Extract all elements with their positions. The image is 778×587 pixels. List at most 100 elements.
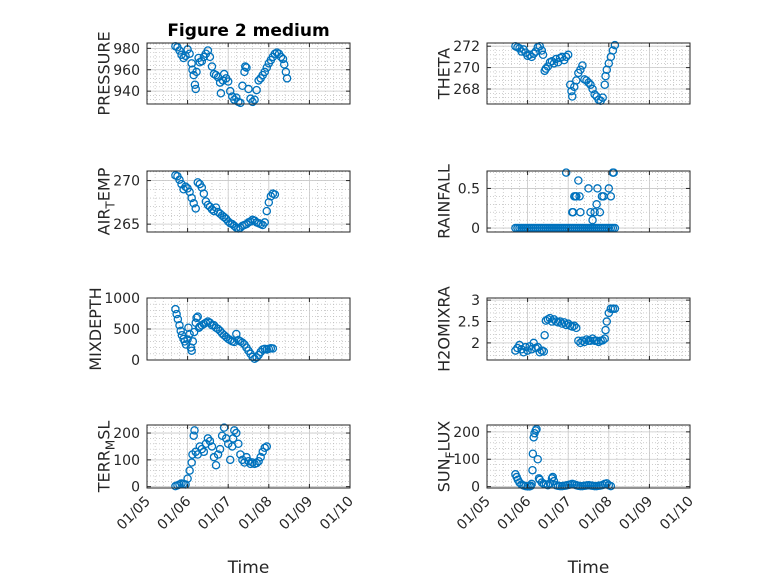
x-tick-label: 01/05 <box>454 494 494 534</box>
y-tick-label: 268 <box>453 82 480 98</box>
data-point <box>240 67 249 77</box>
data-point <box>260 67 269 77</box>
data-point <box>211 203 221 212</box>
plot-area-h2omixra <box>487 298 690 360</box>
axes-box-sun-flux <box>486 424 691 489</box>
axes-box-rainfall <box>486 170 691 233</box>
axes-box-h2omixra <box>486 297 691 361</box>
y-tick-label: 960 <box>113 63 140 79</box>
data-point <box>187 458 196 467</box>
data-point <box>561 52 571 62</box>
data-point <box>242 63 251 72</box>
data-point <box>574 336 583 346</box>
y-tick-label: 3 <box>471 293 480 309</box>
data-point <box>541 64 551 73</box>
data-point <box>232 93 241 102</box>
data-point <box>191 204 200 213</box>
ylabel-terr-msl: TERRMSL <box>95 421 118 494</box>
y-tick-label: 1000 <box>104 291 140 307</box>
data-point <box>205 52 215 62</box>
y-tick-label: 0 <box>131 480 140 496</box>
data-point <box>246 217 255 226</box>
data-point <box>262 63 272 72</box>
data-point <box>199 189 209 198</box>
data-point <box>173 314 183 324</box>
data-point <box>575 192 584 201</box>
data-point <box>176 326 185 336</box>
data-point <box>254 76 263 85</box>
data-point <box>187 59 196 68</box>
data-point <box>179 53 188 63</box>
data-point <box>610 40 620 50</box>
data-point <box>189 327 199 337</box>
y-tick-label: 270 <box>113 174 140 190</box>
ylabel-rainfall: RAINFALL <box>435 164 454 239</box>
x-tick-label: 01/07 <box>195 494 235 534</box>
data-point <box>211 460 221 470</box>
data-point <box>232 428 241 438</box>
data-point <box>572 323 581 333</box>
data-point <box>586 80 595 89</box>
data-point <box>185 329 194 339</box>
plot-area-theta <box>487 43 690 104</box>
data-point <box>592 336 601 346</box>
data-point <box>171 304 180 314</box>
data-point <box>219 69 229 79</box>
data-point <box>215 444 225 454</box>
data-point <box>595 207 605 217</box>
data-point <box>567 86 576 96</box>
y-tick-label: 0 <box>471 221 480 237</box>
data-point <box>189 198 198 208</box>
x-tick-label: 01/07 <box>535 494 575 534</box>
ylabel-theta: THETA <box>435 48 454 100</box>
axes-box-pressure <box>146 42 351 105</box>
data-point <box>185 49 194 58</box>
data-point <box>207 62 217 71</box>
data-point <box>190 426 199 435</box>
data-point <box>252 85 261 95</box>
x-tick-label: 01/09 <box>276 494 316 534</box>
y-tick-label: 270 <box>453 61 480 77</box>
data-point <box>606 192 616 201</box>
data-point <box>537 46 547 55</box>
data-point <box>223 77 233 86</box>
data-point <box>260 443 269 453</box>
data-point <box>517 47 526 56</box>
data-point <box>561 168 571 177</box>
x-axis-label: Time <box>227 558 270 578</box>
data-point <box>576 65 585 75</box>
data-point <box>225 86 235 96</box>
ylabel-mixdepth: MIXDEPTH <box>86 287 105 370</box>
data-point <box>535 348 545 357</box>
data-point <box>270 190 280 199</box>
data-point <box>601 325 610 335</box>
data-point <box>234 439 243 449</box>
data-point <box>572 192 581 201</box>
data-point <box>604 184 614 193</box>
data-point <box>225 335 235 345</box>
y-tick-label: 940 <box>113 84 140 100</box>
plot-area-pressure <box>147 43 350 104</box>
data-point <box>547 317 557 326</box>
data-point <box>588 84 597 94</box>
data-point <box>540 330 549 340</box>
data-point <box>192 313 201 323</box>
y-tick-label: 200 <box>453 425 480 441</box>
data-point <box>549 59 559 68</box>
data-point <box>262 206 272 216</box>
data-point <box>254 456 263 466</box>
data-point <box>260 218 269 227</box>
data-point <box>193 312 202 321</box>
y-tick-label: 0.5 <box>458 181 480 197</box>
data-point <box>561 320 571 330</box>
data-point <box>266 192 276 201</box>
data-point <box>519 348 528 357</box>
y-tick-label: 100 <box>453 452 480 468</box>
data-point <box>578 336 587 346</box>
data-point <box>183 474 192 483</box>
ylabel-sun-flux: SUNFLUX <box>435 421 458 493</box>
data-point <box>600 80 609 89</box>
data-point <box>547 56 557 66</box>
data-point <box>192 67 201 77</box>
